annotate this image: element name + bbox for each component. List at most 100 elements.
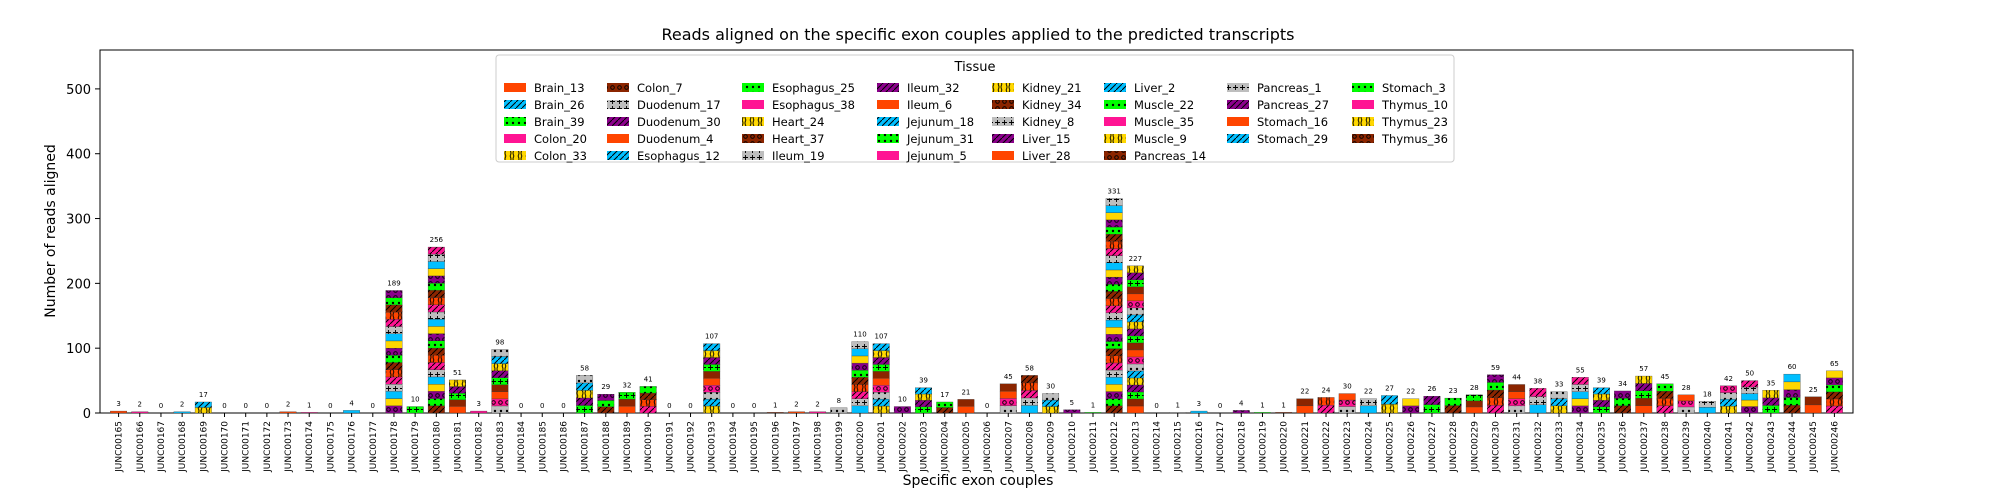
bar-segment: [343, 410, 361, 414]
bar-JUNC00189: [618, 392, 636, 414]
bar-value-label: 44: [1512, 373, 1521, 381]
bar-segment-hatch: [1105, 284, 1123, 292]
bar-JUNC00173: [279, 411, 297, 414]
bar-segment-hatch: [851, 391, 869, 399]
bar-segment: [1783, 381, 1801, 390]
bar-value-label: 59: [1491, 364, 1500, 372]
bar-value-label: 0: [243, 402, 247, 410]
bar-segment: [1508, 384, 1526, 392]
bar-JUNC00236: [1614, 390, 1631, 414]
bar-JUNC00187: [576, 375, 594, 414]
bar-segment-hatch: [915, 400, 932, 407]
bar-segment-hatch: [639, 406, 657, 413]
bar-JUNC00225: [1381, 395, 1398, 414]
bar-segment-hatch: [1127, 363, 1144, 371]
bar-JUNC00244: [1783, 373, 1801, 414]
x-tick-label: JUNC00195: [750, 421, 760, 473]
bar-JUNC00202: [893, 406, 911, 414]
legend-swatch: [504, 134, 526, 143]
bar-segment-hatch: [851, 341, 869, 349]
x-tick-label: JUNC00170: [221, 421, 231, 473]
bar-segment: [279, 411, 297, 414]
bar-segment: [1783, 373, 1801, 383]
x-tick-label: JUNC00216: [1195, 421, 1205, 473]
legend-swatch-hatch: [742, 134, 764, 143]
bar-value-label: 0: [1218, 402, 1222, 410]
bar-value-label: 0: [328, 402, 332, 410]
legend-swatch-hatch: [607, 83, 629, 92]
legend-swatch-hatch: [877, 83, 899, 92]
bar-value-label: 28: [1682, 384, 1691, 392]
bar-segment-hatch: [936, 401, 953, 408]
bar-JUNC00207: [999, 383, 1017, 414]
bar-segment-hatch: [1677, 406, 1695, 413]
bar-value-label: 2: [286, 401, 290, 409]
bar-JUNC00179: [406, 406, 424, 414]
bar-segment: [1126, 342, 1144, 351]
bar-value-label: 4: [1239, 399, 1244, 407]
x-tick-label: JUNC00193: [708, 421, 718, 473]
bar-JUNC00201: [872, 343, 890, 414]
bar-segment: [1105, 327, 1123, 335]
bar-segment-hatch: [491, 370, 509, 378]
bar-segment-hatch: [1487, 390, 1504, 398]
bar-JUNC00183: [491, 349, 509, 414]
bar-segment-hatch: [915, 387, 932, 395]
legend-label: Stomach_16: [1257, 115, 1328, 129]
bar-segment-hatch: [491, 356, 509, 364]
bar-segment-hatch: [406, 406, 424, 413]
bar-value-label: 1: [1091, 401, 1095, 409]
bar-segment-hatch: [1042, 393, 1059, 401]
legend-label: Duodenum_30: [637, 115, 721, 129]
x-tick-label: JUNC00207: [1004, 421, 1014, 473]
bar-value-label: 45: [1004, 373, 1013, 381]
legend-title: Tissue: [954, 60, 996, 75]
bar-segment-hatch: [428, 311, 445, 320]
bar-segment-hatch: [491, 405, 509, 413]
legend-label: Liver_15: [1022, 132, 1071, 146]
bar-JUNC00220: [1275, 412, 1293, 414]
x-tick-label: JUNC00212: [1110, 421, 1120, 473]
legend-label: Esophagus_38: [772, 98, 855, 112]
bar-JUNC00168: [173, 411, 191, 414]
bar-segment-hatch: [1105, 219, 1123, 228]
bar-value-label: 41: [644, 375, 653, 383]
bar-segment-hatch: [1593, 400, 1610, 407]
legend-swatch: [742, 100, 764, 109]
bar-JUNC00199: [830, 407, 848, 414]
bar-segment-hatch: [851, 377, 869, 385]
bar-segment: [1804, 396, 1822, 406]
bar-segment: [1741, 399, 1759, 407]
legend-swatch: [1104, 117, 1126, 126]
legend-swatch: [504, 83, 526, 92]
x-tick-label: JUNC00172: [263, 421, 273, 473]
legend-label: Jejunum_18: [906, 115, 974, 129]
bar-segment-hatch: [1487, 374, 1504, 383]
bar-segment-hatch: [1105, 305, 1123, 313]
bar-segment-hatch: [1720, 399, 1737, 407]
bar-segment: [385, 391, 403, 399]
bar-segment-hatch: [703, 343, 720, 351]
bar-segment-hatch: [1571, 405, 1589, 413]
bar-segment: [1804, 404, 1822, 414]
bar-segment: [1698, 407, 1716, 414]
bar-value-label: 18: [1703, 390, 1712, 398]
bar-segment: [851, 348, 869, 357]
bar-segment: [872, 371, 890, 379]
bar-segment-hatch: [597, 400, 615, 407]
bar-JUNC00231: [1508, 384, 1526, 414]
bar-value-label: 10: [411, 396, 420, 404]
bar-value-label: 50: [1745, 370, 1754, 378]
bar-segment-hatch: [639, 386, 657, 394]
bar-value-label: 189: [387, 279, 400, 287]
bar-segment: [1465, 400, 1483, 408]
bar-JUNC00209: [1042, 393, 1060, 414]
bar-segment-hatch: [385, 319, 403, 327]
bar-segment-hatch: [428, 254, 445, 262]
bar-value-label: 98: [495, 338, 504, 346]
bar-segment: [999, 383, 1017, 392]
x-tick-label: JUNC00183: [496, 421, 506, 473]
x-tick-label: JUNC00227: [1428, 421, 1438, 473]
x-tick-label: JUNC00214: [1153, 421, 1163, 473]
bar-segment: [957, 406, 975, 414]
